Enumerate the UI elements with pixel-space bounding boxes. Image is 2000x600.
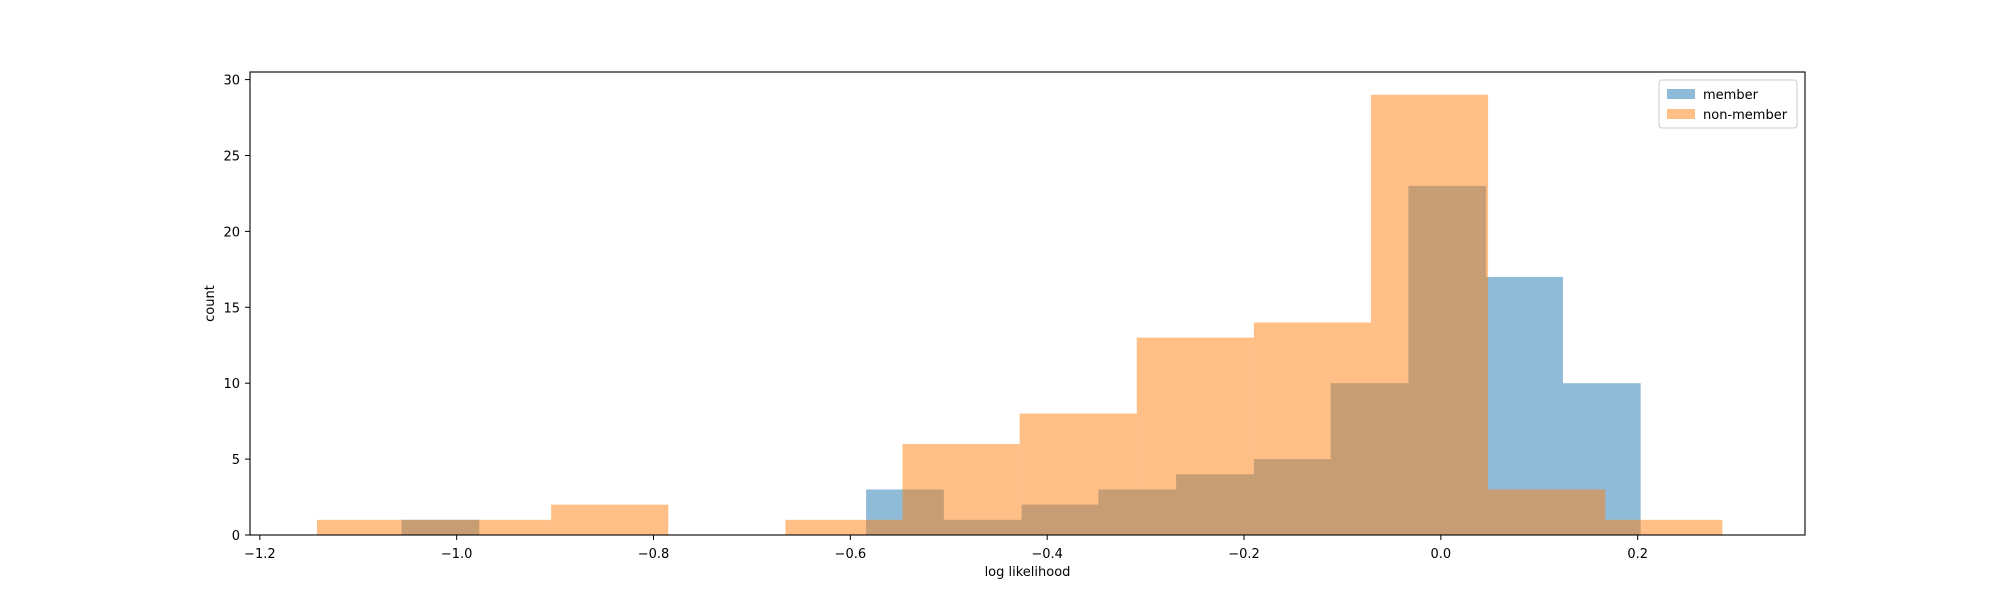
y-tick-label: 15 <box>223 301 240 316</box>
non-member-bar-6 <box>1019 413 1137 535</box>
x-tick-label: −0.8 <box>638 547 670 562</box>
x-axis-ticks: −1.2 −1.0 −0.8 −0.6 −0.4 −0.2 0.0 0.2 <box>244 535 1648 562</box>
x-tick-label: −0.2 <box>1228 547 1260 562</box>
legend-label-member: member <box>1703 88 1759 103</box>
non-member-bar-1 <box>434 519 552 535</box>
legend-label-non-member: non-member <box>1703 108 1788 123</box>
x-tick-label: 0.0 <box>1431 547 1452 562</box>
y-tick-label: 25 <box>223 149 240 164</box>
y-tick-label: 10 <box>223 377 240 392</box>
x-axis-label: log likelihood <box>985 565 1071 580</box>
legend-swatch-member <box>1667 89 1695 99</box>
non-member-bar-8 <box>1253 322 1371 535</box>
legend: member non-member <box>1658 79 1798 129</box>
y-tick-label: 0 <box>232 529 240 544</box>
non-member-bar-2 <box>551 504 669 535</box>
legend-swatch-non-member <box>1667 109 1695 119</box>
y-axis-label: count <box>203 285 218 322</box>
y-tick-label: 30 <box>223 74 240 89</box>
x-tick-label: −0.4 <box>1031 547 1063 562</box>
non-member-bar-4 <box>785 519 903 535</box>
y-tick-label: 20 <box>223 225 240 240</box>
plot-frame <box>249 71 1806 536</box>
non-member-bar-9 <box>1370 94 1489 535</box>
non-member-bar-7 <box>1136 337 1254 535</box>
non-member-bar-0 <box>316 519 435 535</box>
x-tick-label: −1.0 <box>441 547 473 562</box>
non-member-bar-5 <box>902 443 1020 535</box>
y-axis-ticks: 0 5 10 15 20 25 30 <box>223 74 250 544</box>
bars-group <box>316 94 1723 535</box>
x-tick-label: −0.6 <box>835 547 867 562</box>
non-member-bar-11 <box>1605 519 1723 535</box>
non-member-bar-10 <box>1488 489 1606 535</box>
x-tick-label: −1.2 <box>244 547 276 562</box>
y-tick-label: 5 <box>232 453 240 468</box>
x-tick-label: 0.2 <box>1627 547 1648 562</box>
